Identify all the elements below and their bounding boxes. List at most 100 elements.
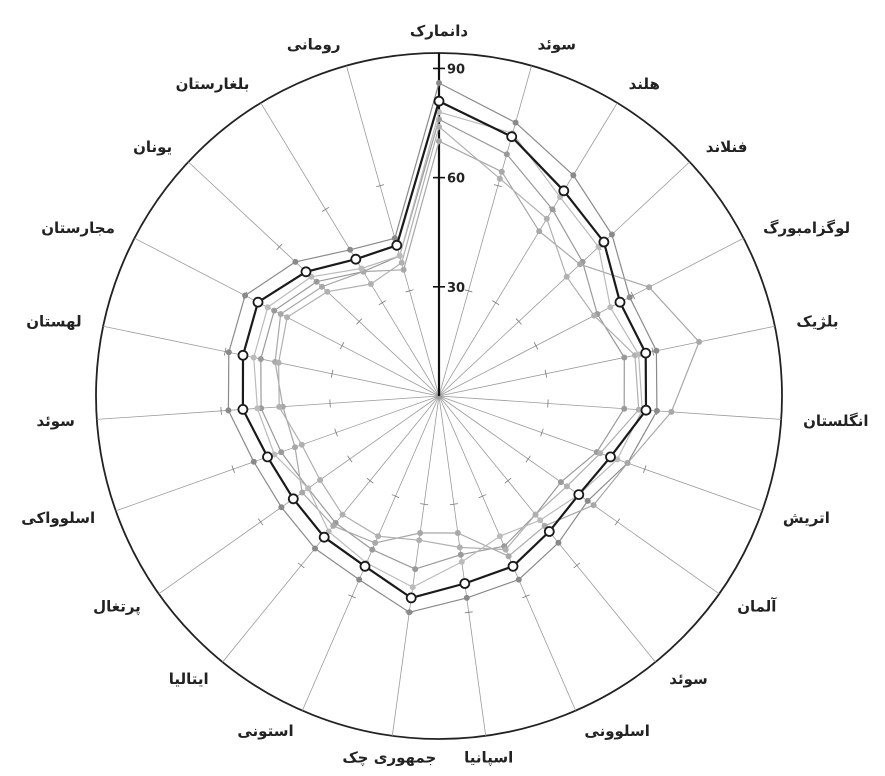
data-point [271, 451, 278, 458]
series-line [253, 111, 643, 588]
data-point [313, 278, 320, 285]
spoke-tick [478, 494, 487, 499]
data-point [264, 304, 271, 311]
data-point [312, 545, 318, 552]
data-point [577, 261, 583, 268]
data-point [696, 338, 703, 345]
data-point [436, 138, 442, 145]
data-point [409, 584, 416, 591]
data-point [416, 537, 423, 544]
data-point [563, 483, 570, 490]
data-point [496, 175, 503, 182]
data-point [505, 553, 512, 560]
data-point [400, 266, 407, 273]
spoke-tick [540, 428, 544, 437]
spoke-tick [493, 184, 502, 188]
spoke-tick [449, 503, 458, 506]
data-point [317, 477, 324, 483]
data-point [367, 281, 374, 287]
data-point [591, 312, 598, 319]
spoke-tick [515, 318, 522, 325]
data-point [237, 403, 249, 415]
spoke-tick [348, 594, 356, 599]
data-point [292, 258, 299, 265]
data-point [225, 349, 232, 356]
data-point [252, 296, 264, 308]
data-point [640, 347, 652, 359]
category-label: اسپانیا [464, 749, 513, 768]
data-point [621, 354, 628, 361]
data-point [456, 544, 463, 551]
data-point [292, 444, 298, 451]
category-label: رومانی [287, 36, 341, 54]
category-label: دانمارک [410, 22, 468, 40]
spoke-tick [651, 347, 655, 356]
spoke-tick [329, 399, 331, 408]
category-label: هلند [629, 75, 660, 93]
spoke-tick [630, 291, 636, 300]
data-point [614, 296, 626, 308]
data-point [570, 172, 577, 179]
category-label: اتریش [783, 509, 830, 527]
data-point [543, 526, 555, 537]
spoke-tick [391, 494, 400, 499]
data-point [391, 239, 403, 251]
spoke-tick [405, 289, 414, 293]
data-point [668, 408, 675, 415]
data-point [375, 533, 382, 540]
data-point [318, 531, 330, 543]
data-point [271, 307, 278, 314]
category-labels: دانمارک سوئد هلند فنلاند لوگزامبورگ بلژیک انگل… [21, 22, 868, 768]
data-point [412, 566, 419, 573]
data-point [555, 539, 562, 546]
data-point [405, 592, 417, 604]
spoke-line [438, 65, 532, 397]
data-point [356, 576, 363, 583]
data-point [503, 151, 510, 158]
data-point [515, 576, 522, 583]
spoke-tick [330, 369, 334, 378]
data-point [653, 407, 660, 414]
category-label: لوگزامبورگ [763, 219, 850, 237]
spoke-tick [464, 611, 473, 614]
category-label: جمهوری چک [342, 749, 436, 768]
data-point [597, 450, 604, 457]
spoke-tick [276, 243, 283, 251]
category-label: ایتالیا [169, 670, 209, 688]
spoke-tick [492, 300, 500, 306]
data-point [276, 403, 283, 410]
spoke-tick [257, 518, 264, 526]
spoke-tick [220, 406, 222, 415]
data-point [598, 236, 610, 248]
category-label: فنلاند [706, 138, 748, 156]
spoke-tick [321, 206, 330, 212]
spoke-tick [297, 562, 305, 569]
data-point [254, 405, 261, 412]
data-point [607, 304, 614, 311]
data-point [458, 558, 465, 565]
data-point [262, 451, 273, 463]
data-point [457, 551, 464, 558]
data-point [225, 407, 232, 414]
spoke-tick [464, 289, 473, 293]
grid-layer [95, 52, 783, 740]
data-point [626, 294, 633, 301]
spoke-tick [573, 562, 581, 569]
spoke-tick [231, 465, 235, 474]
category-label: بلژیک [796, 313, 838, 331]
data-point [498, 168, 505, 175]
category-label: آلمان [737, 598, 777, 616]
spoke-line [115, 395, 440, 512]
spoke-line [346, 65, 440, 397]
spoke-tick [347, 455, 353, 463]
data-point [298, 441, 305, 448]
tick-label-30: 30 [447, 281, 465, 296]
data-point [287, 493, 299, 505]
data-point [350, 253, 362, 265]
data-point [275, 359, 282, 366]
spoke-line [438, 395, 577, 711]
data-point [358, 265, 365, 272]
spoke-tick [223, 347, 227, 356]
spoke-line [391, 395, 440, 736]
